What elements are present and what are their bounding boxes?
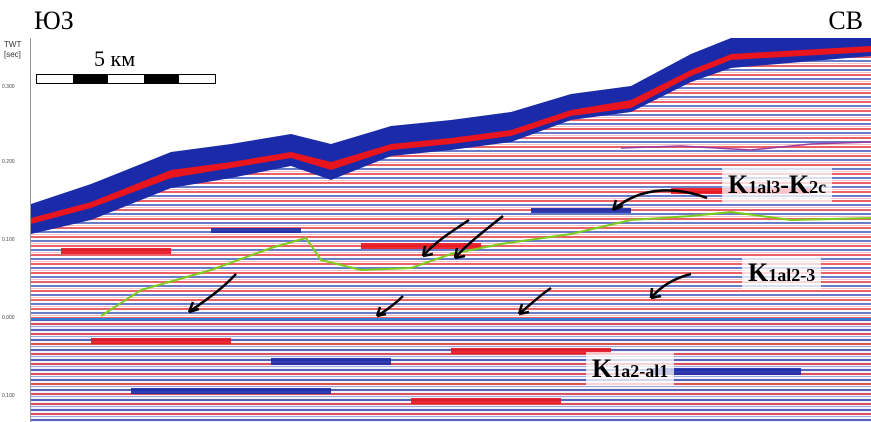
scale-bar-label: 5 км xyxy=(94,46,136,71)
arrow xyxy=(650,272,692,299)
unit-index: 1al2-3 xyxy=(768,265,816,285)
unit-letter: K xyxy=(788,170,810,199)
unit-index: 1a2-al1 xyxy=(612,361,669,381)
scale-bar: 5 км xyxy=(36,46,216,88)
scale-segment xyxy=(37,75,73,83)
arrow xyxy=(422,218,470,257)
scale-segment xyxy=(108,75,144,83)
direction-northeast-label: СВ xyxy=(828,6,863,35)
horizon-purple xyxy=(620,141,871,151)
seafloor-red-band xyxy=(31,46,871,224)
lower-package xyxy=(31,320,871,422)
axis-tick: 0.300 xyxy=(2,84,15,90)
unit-label-lower: K1a2-al1 xyxy=(586,352,675,386)
direction-southwest-label: ЮЗ xyxy=(34,6,74,35)
axis-unit-label: TWT [sec] xyxy=(4,40,21,60)
unit-letter: K xyxy=(748,258,769,287)
axis-unit-line2: [sec] xyxy=(4,50,21,59)
scale-segment xyxy=(179,75,215,83)
unit-letter: K xyxy=(728,170,749,199)
axis-tick: 0.000 xyxy=(2,315,15,321)
unit-index: 2c xyxy=(809,177,827,197)
axis-tick: 0.100 xyxy=(2,393,15,399)
twt-axis: TWT [sec] 0.300 0.200 0.100 0.000 0.100 xyxy=(0,38,31,422)
seismic-section xyxy=(31,38,871,422)
scale-segment xyxy=(143,75,180,83)
arrow xyxy=(454,215,504,259)
horizon-green xyxy=(100,210,871,317)
arrow xyxy=(188,273,237,314)
scale-bar-track xyxy=(36,74,216,84)
scale-segment xyxy=(72,75,109,83)
unit-letter: K xyxy=(592,354,613,383)
axis-unit-line1: TWT xyxy=(4,40,22,49)
arrow xyxy=(518,286,552,315)
unit-label-upper: K1al3-K2c xyxy=(722,168,833,202)
axis-tick: 0.200 xyxy=(2,159,15,165)
axis-tick: 0.100 xyxy=(2,237,15,243)
unit-separator: - xyxy=(780,170,789,199)
unit-label-middle: K1al2-3 xyxy=(742,256,822,290)
onlap-arrows xyxy=(187,189,708,318)
unit-index: 1al3 xyxy=(748,177,781,197)
arrow xyxy=(612,189,708,211)
